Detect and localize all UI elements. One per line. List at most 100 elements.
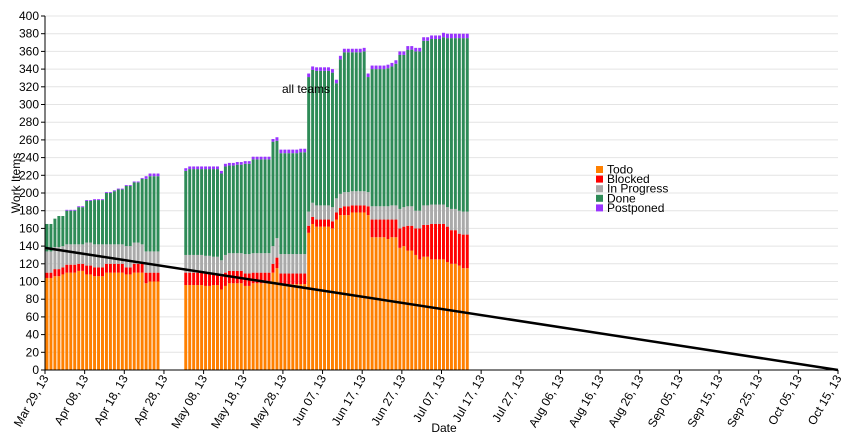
bar-segment-in-progress [449, 208, 453, 231]
bar-segment-done [422, 40, 426, 206]
bar-segment-todo [208, 285, 212, 370]
bar-segment-todo [112, 272, 116, 370]
bar-segment-blocked [53, 269, 57, 277]
bar-segment-in-progress [200, 254, 204, 273]
bar-segment-todo [73, 272, 77, 370]
bar-segment-postponed [104, 192, 108, 193]
bar-segment-blocked [390, 219, 394, 238]
bar-segment-todo [128, 274, 132, 370]
bar-segment-blocked [212, 274, 215, 286]
bar-segment-postponed [410, 46, 414, 50]
bar-segment-blocked [259, 272, 263, 284]
bar-segment-postponed [77, 206, 81, 208]
bar-segment-done [303, 152, 307, 255]
x-tick-label: Aug 16, 13 [566, 372, 607, 430]
bar-segment-todo [97, 276, 101, 370]
bar-segment-done [216, 169, 219, 257]
bar-segment-done [267, 159, 271, 254]
bar-segment-postponed [327, 67, 330, 71]
bar-segment-done [271, 141, 275, 247]
x-axis-label: Date [431, 421, 457, 435]
bar-segment-in-progress [227, 253, 231, 271]
bar-segment-in-progress [124, 246, 128, 268]
bar-segment-done [259, 159, 263, 254]
bar-segment-todo [116, 272, 120, 370]
bar-segment-todo [152, 281, 156, 370]
bar-segment-postponed [338, 55, 342, 60]
bar-segment-done [374, 69, 378, 207]
bar-segment-in-progress [430, 204, 434, 224]
bar-segment-in-progress [315, 205, 319, 220]
bar-segment-todo [390, 237, 394, 370]
bar-segment-in-progress [406, 206, 410, 226]
bar-segment-in-progress [374, 206, 378, 220]
bar-segment-in-progress [279, 254, 283, 274]
bar-segment-postponed [366, 73, 370, 78]
bar-segment-postponed [442, 32, 445, 38]
bar-segment-todo [81, 270, 85, 370]
bar-segment-done [457, 38, 461, 211]
bar-segment-postponed [354, 48, 358, 53]
bar-segment-todo [65, 272, 69, 370]
bar-segment-done [184, 170, 188, 255]
bar-segment-in-progress [370, 206, 374, 220]
bar-segment-todo [295, 284, 299, 370]
bar-segment-in-progress [390, 205, 394, 220]
bar-segment-todo [378, 237, 382, 370]
y-tick-label: 0 [32, 363, 39, 377]
bar-segment-done [330, 72, 334, 208]
bar-segment-todo [140, 272, 144, 370]
bar-segment-blocked [184, 272, 188, 286]
legend-swatch-in-progress [596, 185, 603, 193]
bar-segment-todo [453, 263, 457, 370]
y-tick-label: 180 [19, 204, 39, 218]
x-tick-label: Jul 17, 13 [450, 372, 488, 424]
bar-segment-done [243, 163, 247, 255]
bar-segment-in-progress [346, 192, 350, 207]
bar-segment-done [188, 169, 192, 255]
bar-segment-blocked [65, 264, 69, 273]
bar-segment-done [93, 200, 97, 245]
bar-segment-postponed [299, 148, 303, 153]
bar-segment-todo [77, 270, 81, 370]
bar-segment-blocked [283, 273, 287, 285]
bar-segment-postponed [319, 67, 323, 71]
bar-segment-blocked [144, 272, 148, 284]
bar-segment-postponed [430, 35, 434, 40]
y-tick-label: 220 [19, 168, 39, 182]
bar-segment-in-progress [426, 205, 430, 225]
bar-segment-postponed [223, 163, 227, 167]
bar-segment-postponed [255, 156, 259, 160]
bar-segment-postponed [295, 149, 299, 154]
bar-segment-done [418, 51, 422, 211]
bar-segment-todo [334, 219, 338, 370]
bar-segment-done [283, 153, 287, 255]
bar-segment-todo [426, 256, 430, 370]
bar-segment-in-progress [295, 254, 299, 274]
bar-segment-in-progress [192, 254, 196, 273]
bar-segment-blocked [362, 205, 366, 213]
bar-segment-in-progress [204, 255, 208, 274]
bar-segment-done [251, 159, 255, 254]
bar-segment-postponed [350, 48, 354, 53]
bar-segment-in-progress [394, 205, 398, 220]
y-tick-label: 80 [26, 292, 40, 306]
bar-segment-in-progress [457, 210, 461, 234]
bar-segment-done [434, 39, 438, 205]
bar-segment-done [49, 223, 53, 252]
bar-segment-done [235, 164, 239, 254]
bar-segment-in-progress [144, 251, 148, 273]
bar-segment-todo [251, 283, 255, 370]
bar-segment-blocked [267, 272, 271, 284]
bar-segment-in-progress [410, 206, 414, 226]
bar-segment-done [208, 169, 212, 256]
bar-segment-in-progress [231, 253, 235, 271]
bar-segment-in-progress [271, 246, 275, 264]
bar-segment-in-progress [362, 191, 366, 206]
bar-segment-todo [449, 263, 453, 370]
bar-segment-in-progress [259, 253, 263, 273]
bar-segment-postponed [204, 166, 208, 170]
bar-segment-todo [418, 259, 422, 371]
bar-segment-todo [414, 254, 418, 370]
bar-segment-postponed [303, 148, 307, 153]
